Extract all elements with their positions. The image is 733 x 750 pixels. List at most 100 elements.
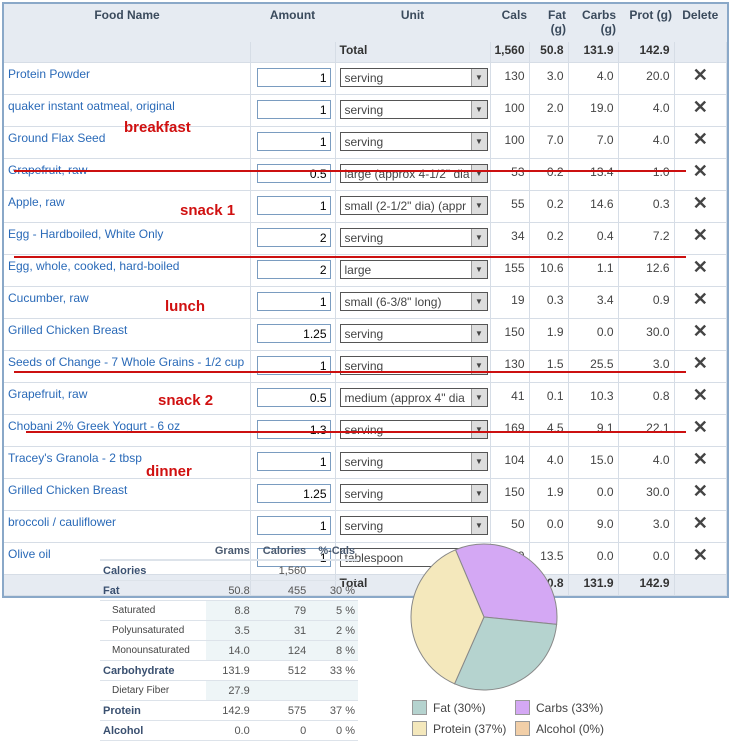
amount-input[interactable]: [256, 292, 331, 311]
summary-row: Fat 50.8 455 30 %: [100, 580, 358, 601]
unit-value: serving: [344, 359, 384, 373]
food-name-link[interactable]: broccoli / cauliflower: [8, 515, 117, 529]
close-icon: ✕: [692, 257, 708, 277]
pct-cals: 37 %: [309, 700, 358, 721]
delete-button[interactable]: ✕: [674, 254, 727, 287]
unit-select[interactable]: serving ▼: [339, 452, 488, 471]
chevron-down-icon: ▼: [470, 453, 487, 470]
unit-select[interactable]: serving ▼: [339, 516, 488, 535]
prot-value: 7.2: [618, 222, 675, 255]
food-name-link[interactable]: Seeds of Change - 7 Whole Grains - 1/2 c…: [8, 355, 245, 369]
food-name-link[interactable]: Apple, raw: [8, 195, 65, 209]
amount-input[interactable]: [256, 68, 331, 87]
prot-value: 0.8: [618, 382, 675, 415]
food-name-link[interactable]: Chobani 2% Greek Yogurt - 6 oz: [8, 419, 181, 433]
food-row: quaker instant oatmeal, original serving ▼…: [4, 94, 727, 127]
unit-select[interactable]: serving ▼: [339, 68, 488, 87]
cals-value: 155: [490, 254, 530, 287]
delete-button[interactable]: ✕: [674, 350, 727, 383]
food-row: Egg - Hardboiled, White Onlyserving▼340.…: [4, 222, 727, 255]
carbs-value: 9.1: [568, 414, 619, 447]
amount-input[interactable]: [256, 356, 331, 375]
food-name-link[interactable]: Grilled Chicken Breast: [8, 483, 128, 497]
unit-select[interactable]: serving ▼: [339, 324, 488, 343]
unit-value: serving: [344, 327, 384, 341]
delete-button[interactable]: ✕: [674, 414, 727, 447]
delete-button[interactable]: ✕: [674, 542, 727, 575]
delete-button[interactable]: ✕: [674, 126, 727, 159]
close-icon: ✕: [692, 225, 708, 245]
amount-input[interactable]: [256, 452, 331, 471]
delete-button[interactable]: ✕: [674, 382, 727, 415]
delete-button[interactable]: ✕: [674, 190, 727, 223]
unit-select[interactable]: small (2-1/2" dia) (appr ▼: [339, 196, 488, 215]
food-name-link[interactable]: Cucumber, raw: [8, 291, 89, 305]
cals-value: 53: [490, 158, 530, 191]
unit-select[interactable]: serving ▼: [339, 100, 488, 119]
amount-input[interactable]: [256, 100, 331, 119]
unit-select[interactable]: serving ▼: [339, 132, 488, 151]
grams: 14.0: [206, 640, 253, 661]
amount-input[interactable]: [256, 260, 331, 279]
food-name-link[interactable]: Tracey's Granola - 2 tbsp: [8, 451, 142, 465]
amount-input[interactable]: [256, 484, 331, 503]
delete-button[interactable]: ✕: [674, 478, 727, 511]
cals-value: 104: [490, 446, 530, 479]
close-icon: ✕: [692, 289, 708, 309]
amount-input[interactable]: [256, 132, 331, 151]
food-name-link[interactable]: Grapefruit, raw: [8, 387, 88, 401]
delete-button[interactable]: ✕: [674, 222, 727, 255]
prot-value: 4.0: [618, 126, 675, 159]
fat-value: 0.2: [529, 190, 569, 223]
delete-button[interactable]: ✕: [674, 94, 727, 127]
unit-value: serving: [344, 519, 384, 533]
unit-value: serving: [344, 71, 384, 85]
delete-button[interactable]: ✕: [674, 318, 727, 351]
carbs-value: 19.0: [568, 94, 619, 127]
unit-select[interactable]: serving ▼: [339, 228, 488, 247]
unit-select[interactable]: small (6-3/8" long) ▼: [339, 292, 488, 311]
delete-button[interactable]: ✕: [674, 446, 727, 479]
grams: 8.8: [206, 600, 253, 621]
summary-row: Dietary Fiber 27.9: [100, 680, 358, 701]
unit-select[interactable]: medium (approx 4" dia ▼: [339, 388, 488, 407]
amount-input[interactable]: [256, 228, 331, 247]
unit-select[interactable]: serving ▼: [339, 420, 488, 439]
unit-value: small (2-1/2" dia) (appr: [344, 199, 467, 213]
prot-value: 1.0: [618, 158, 675, 191]
amount-input[interactable]: [256, 196, 331, 215]
prot-value: 0.9: [618, 286, 675, 319]
food-name-link[interactable]: Ground Flax Seed: [8, 131, 106, 145]
prot-value: 3.0: [618, 350, 675, 383]
delete-button[interactable]: ✕: [674, 286, 727, 319]
amount-input[interactable]: [256, 516, 331, 535]
delete-button[interactable]: ✕: [674, 62, 727, 95]
amount-input[interactable]: [256, 164, 331, 183]
food-name-link[interactable]: Egg - Hardboiled, White Only: [8, 227, 164, 241]
unit-select[interactable]: large ▼: [339, 260, 488, 279]
calories: 124: [252, 640, 310, 661]
unit-select[interactable]: serving ▼: [339, 484, 488, 503]
amount-input[interactable]: [256, 420, 331, 439]
summary-row: Calories 1,560: [100, 560, 358, 581]
food-name-link[interactable]: Grilled Chicken Breast: [8, 323, 128, 337]
food-name-link[interactable]: Protein Powder: [8, 67, 91, 81]
food-name-link[interactable]: Egg, whole, cooked, hard-boiled: [8, 259, 180, 273]
fat-value: 0.2: [529, 222, 569, 255]
unit-select[interactable]: serving ▼: [339, 356, 488, 375]
legend-swatch: [412, 700, 427, 715]
amount-input[interactable]: [256, 388, 331, 407]
pct-cals: [309, 560, 358, 581]
column-header: Amount: [250, 4, 335, 42]
legend-swatch: [515, 721, 530, 736]
total-prot: 142.9: [618, 574, 675, 596]
food-name-link[interactable]: quaker instant oatmeal, original: [8, 99, 175, 113]
delete-button[interactable]: ✕: [674, 510, 727, 543]
unit-select[interactable]: large (approx 4-1/2" dia ▼: [339, 164, 488, 183]
nutrient-label: Saturated: [100, 600, 207, 621]
column-header: Carbs (g): [568, 4, 618, 42]
food-name-link[interactable]: Olive oil: [8, 547, 51, 561]
pct-cals: [309, 680, 358, 701]
amount-input[interactable]: [256, 324, 331, 343]
delete-button[interactable]: ✕: [674, 158, 727, 191]
